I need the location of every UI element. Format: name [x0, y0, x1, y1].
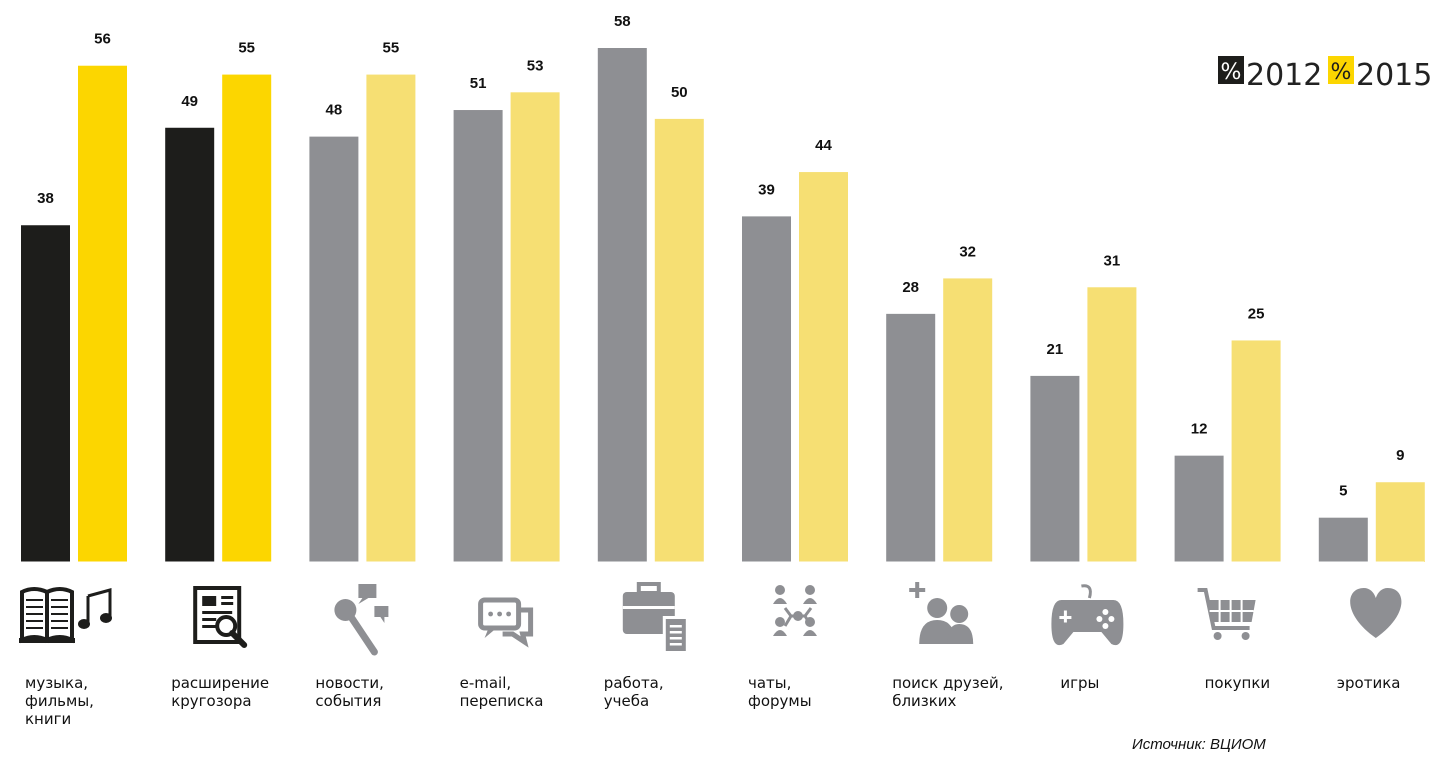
value-label-2015-3: 53: [527, 57, 544, 74]
bar-2015-6: [943, 278, 993, 562]
bar-2012-2: [309, 136, 359, 562]
category-icons: [19, 582, 1402, 656]
add-friends-icon: [909, 582, 974, 644]
book-music-icon: [19, 587, 112, 644]
legend-label-2012: 2012: [1246, 58, 1322, 93]
bar-2012-8: [1174, 455, 1224, 562]
value-label-2012-9: 5: [1339, 483, 1347, 500]
bar-2012-0: [21, 225, 70, 562]
value-label-2015-0: 56: [94, 31, 111, 48]
value-label-2012-3: 51: [470, 75, 487, 92]
bar-2015-7: [1087, 287, 1137, 562]
shopping-cart-icon: [1197, 588, 1256, 640]
category-label-7: игры: [1060, 674, 1099, 692]
legend-symbol: %: [1221, 60, 1242, 85]
legend: % 2012% 2015: [1218, 56, 1432, 93]
value-label-2012-6: 28: [902, 279, 919, 296]
heart-icon: [1350, 588, 1402, 638]
legend-item-2015: % 2015: [1328, 56, 1432, 93]
gamepad-icon: [1051, 584, 1124, 646]
value-label-2012-7: 21: [1047, 341, 1064, 358]
bar-2015-9: [1375, 482, 1425, 562]
category-label-0: музыка, фильмы, книги: [25, 674, 94, 728]
bar-2015-0: [78, 65, 127, 563]
legend-item-2012: % 2012: [1218, 56, 1322, 93]
legend-swatch-2012: [1218, 56, 1244, 84]
value-label-2012-5: 39: [758, 181, 775, 198]
bar-2012-4: [597, 48, 647, 562]
value-label-2015-1: 55: [238, 40, 255, 57]
category-label-4: работа, учеба: [604, 674, 664, 710]
source-note: Источник: ВЦИОМ: [1132, 736, 1266, 753]
category-label-5: чаты, форумы: [748, 674, 812, 710]
bar-2012-1: [165, 127, 215, 563]
bar-2012-5: [742, 216, 791, 562]
bar-2012-6: [886, 313, 936, 562]
value-label-2015-8: 25: [1248, 305, 1265, 322]
value-label-2015-4: 50: [671, 84, 688, 101]
value-label-2012-4: 58: [614, 13, 631, 30]
value-label-2012-8: 12: [1191, 421, 1208, 438]
category-label-6: поиск друзей, близких: [892, 674, 1003, 710]
bar-2012-3: [453, 110, 503, 562]
value-label-2015-2: 55: [383, 40, 400, 57]
bar-2015-1: [222, 74, 272, 562]
category-label-9: эротика: [1337, 674, 1401, 692]
category-label-8: покупки: [1205, 674, 1271, 692]
value-label-2012-1: 49: [181, 93, 198, 110]
chat-bubbles-icon: [478, 597, 534, 648]
bars: 38 56 49 55 48 55 51 53 58 50 39 44 28 32 21 31 12 25 5 9: [21, 13, 1425, 563]
briefcase-document-icon: [622, 582, 689, 654]
bar-2015-3: [510, 92, 560, 562]
value-label-2015-9: 9: [1396, 447, 1404, 464]
value-label-2012-0: 38: [37, 190, 54, 207]
value-label-2012-2: 48: [326, 102, 343, 119]
bar-2012-7: [1030, 375, 1080, 562]
legend-symbol: %: [1331, 60, 1352, 85]
category-labels: музыка, фильмы, книги расширение кругозора но…: [25, 674, 1400, 728]
category-label-1: расширение кругозора: [171, 674, 269, 710]
value-label-2015-5: 44: [815, 137, 832, 154]
category-label-3: e-mail, переписка: [460, 674, 544, 710]
value-label-2015-7: 31: [1104, 252, 1121, 269]
legend-label-2015: 2015: [1356, 58, 1432, 93]
legend-swatch-2015: [1328, 56, 1354, 84]
bar-2012-9: [1318, 517, 1368, 562]
bar-2015-2: [366, 74, 416, 562]
newspaper-magnifier-icon: [193, 586, 248, 648]
bar-2015-5: [799, 172, 848, 562]
people-network-icon: [773, 585, 817, 636]
bar-2015-4: [654, 118, 704, 563]
microphone-speech-icon: [334, 584, 389, 656]
category-label-2: новости, события: [315, 674, 384, 710]
value-label-2015-6: 32: [959, 243, 976, 260]
bar-2015-8: [1231, 340, 1281, 562]
